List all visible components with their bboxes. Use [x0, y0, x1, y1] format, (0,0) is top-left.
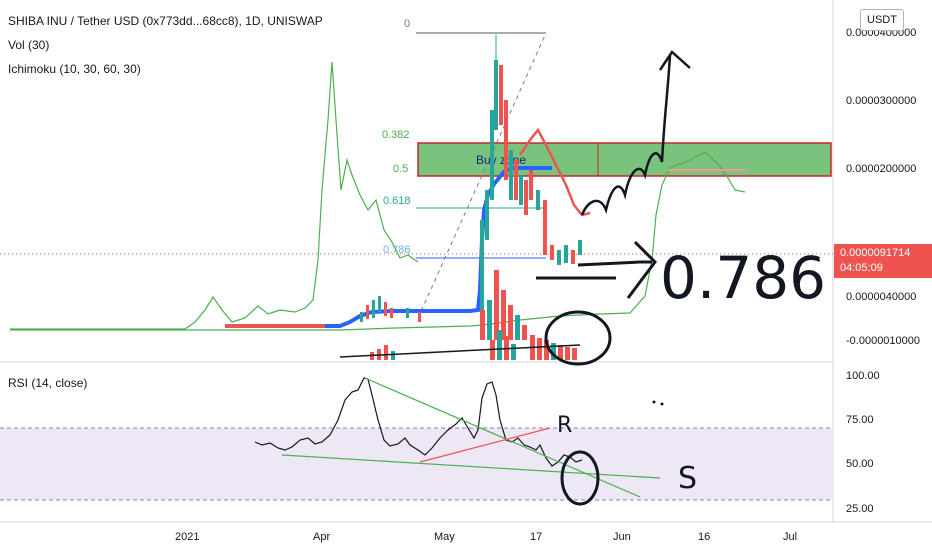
ichimoku-legend[interactable]: Ichimoku (10, 30, 60, 30) [8, 62, 141, 76]
symbol-title: SHIBA INU / Tether USD (0x773dd...68cc8)… [8, 14, 323, 28]
rsi-drawn-r: R [557, 413, 572, 438]
rsi-legend[interactable]: RSI (14, close) [8, 376, 88, 390]
volume-bar [558, 345, 563, 360]
last-price-badge: 0.0000091714 04:05:09 [834, 244, 932, 278]
candle [490, 110, 494, 200]
currency-button[interactable]: USDT [860, 9, 904, 31]
time-tick: Apr [313, 531, 330, 543]
volume-bar [544, 340, 549, 360]
rsi-drawn-circle [560, 450, 600, 506]
volume-bar [487, 300, 492, 340]
volume-bar [391, 351, 395, 360]
candle [499, 65, 503, 125]
volume-bar [497, 330, 502, 360]
rsi-drawn-dot [660, 402, 664, 406]
volume-bar [551, 343, 556, 360]
volume-bar [522, 325, 527, 340]
fib-label-0: 0 [404, 18, 410, 30]
buy-zone-label: Buy zone [476, 153, 526, 167]
candle [384, 302, 387, 316]
candle [519, 175, 523, 205]
candle [571, 250, 575, 264]
candle [564, 245, 568, 263]
fib-label-382: 0.382 [382, 129, 410, 141]
rsi-line [254, 377, 583, 467]
price-tick: 0.0000200000 [846, 163, 916, 175]
fib-label-50: 0.5 [393, 163, 408, 175]
time-tick: 2021 [175, 531, 199, 543]
time-tick: Jul [783, 531, 797, 543]
volume-bar [515, 315, 520, 340]
candles [360, 35, 582, 322]
ichimoku-cloud-line [10, 151, 746, 331]
candle [485, 190, 489, 240]
candle [524, 180, 528, 215]
volume-bar [508, 305, 513, 340]
candle [480, 220, 484, 310]
candle [529, 170, 533, 200]
candle [543, 200, 547, 255]
rsi-drawn-s: S [678, 461, 697, 496]
candle [494, 60, 498, 130]
candle [514, 160, 518, 200]
drawn-arrow-head-right [626, 240, 657, 299]
candle [536, 190, 540, 210]
rsi-resistance-line [419, 427, 551, 463]
volume-bar [501, 290, 506, 340]
ichimoku-lagging-line [518, 127, 591, 217]
drawn-arrow-head [658, 50, 691, 71]
candle [360, 312, 363, 322]
ichimoku-line [10, 61, 419, 330]
price-tick: -0.0000010000 [846, 335, 920, 347]
rsi-downtrend-line [364, 377, 641, 498]
fib-label-786: 0.786 [383, 244, 411, 256]
candle [557, 250, 561, 265]
candle [509, 150, 513, 200]
candle [578, 240, 582, 255]
rsi-tick: 25.00 [846, 503, 874, 515]
volume-bar [384, 345, 388, 360]
last-price-value: 0.0000091714 [840, 247, 911, 259]
rsi-tick: 75.00 [846, 414, 874, 426]
candle [372, 300, 375, 318]
time-tick: 16 [698, 531, 710, 543]
time-tick: May [434, 531, 455, 543]
drawn-circle [544, 310, 612, 366]
candle [504, 100, 508, 180]
volume-bar [480, 310, 485, 340]
rsi-band [0, 428, 833, 500]
volume-bar [537, 338, 542, 360]
candle [390, 308, 393, 318]
volume-bar [565, 347, 570, 360]
rsi-tick: 50.00 [846, 458, 874, 470]
buy-zone-box[interactable] [417, 142, 832, 177]
candle [378, 296, 381, 312]
candle [366, 305, 369, 319]
volume-bar [494, 270, 499, 340]
drawn-arrow-right [577, 260, 652, 267]
volume-bar [572, 348, 577, 360]
volume-bar [511, 344, 516, 360]
price-tick: 0.0000040000 [846, 291, 916, 303]
volume-ma-line [339, 344, 581, 358]
time-tick: 17 [530, 531, 542, 543]
candle [406, 308, 409, 318]
rsi-drawn-dot [652, 400, 656, 404]
drawn-0786-label: 0.786 [660, 244, 826, 312]
candle [418, 312, 421, 322]
fib-label-618: 0.618 [383, 195, 411, 207]
bar-countdown: 04:05:09 [840, 262, 883, 274]
rsi-tick: 100.00 [846, 370, 880, 382]
price-tick: 0.0000300000 [846, 95, 916, 107]
time-tick: Jun [613, 531, 631, 543]
drawn-path-up [580, 54, 672, 216]
vol-legend[interactable]: Vol (30) [8, 38, 50, 52]
candle [550, 245, 554, 260]
